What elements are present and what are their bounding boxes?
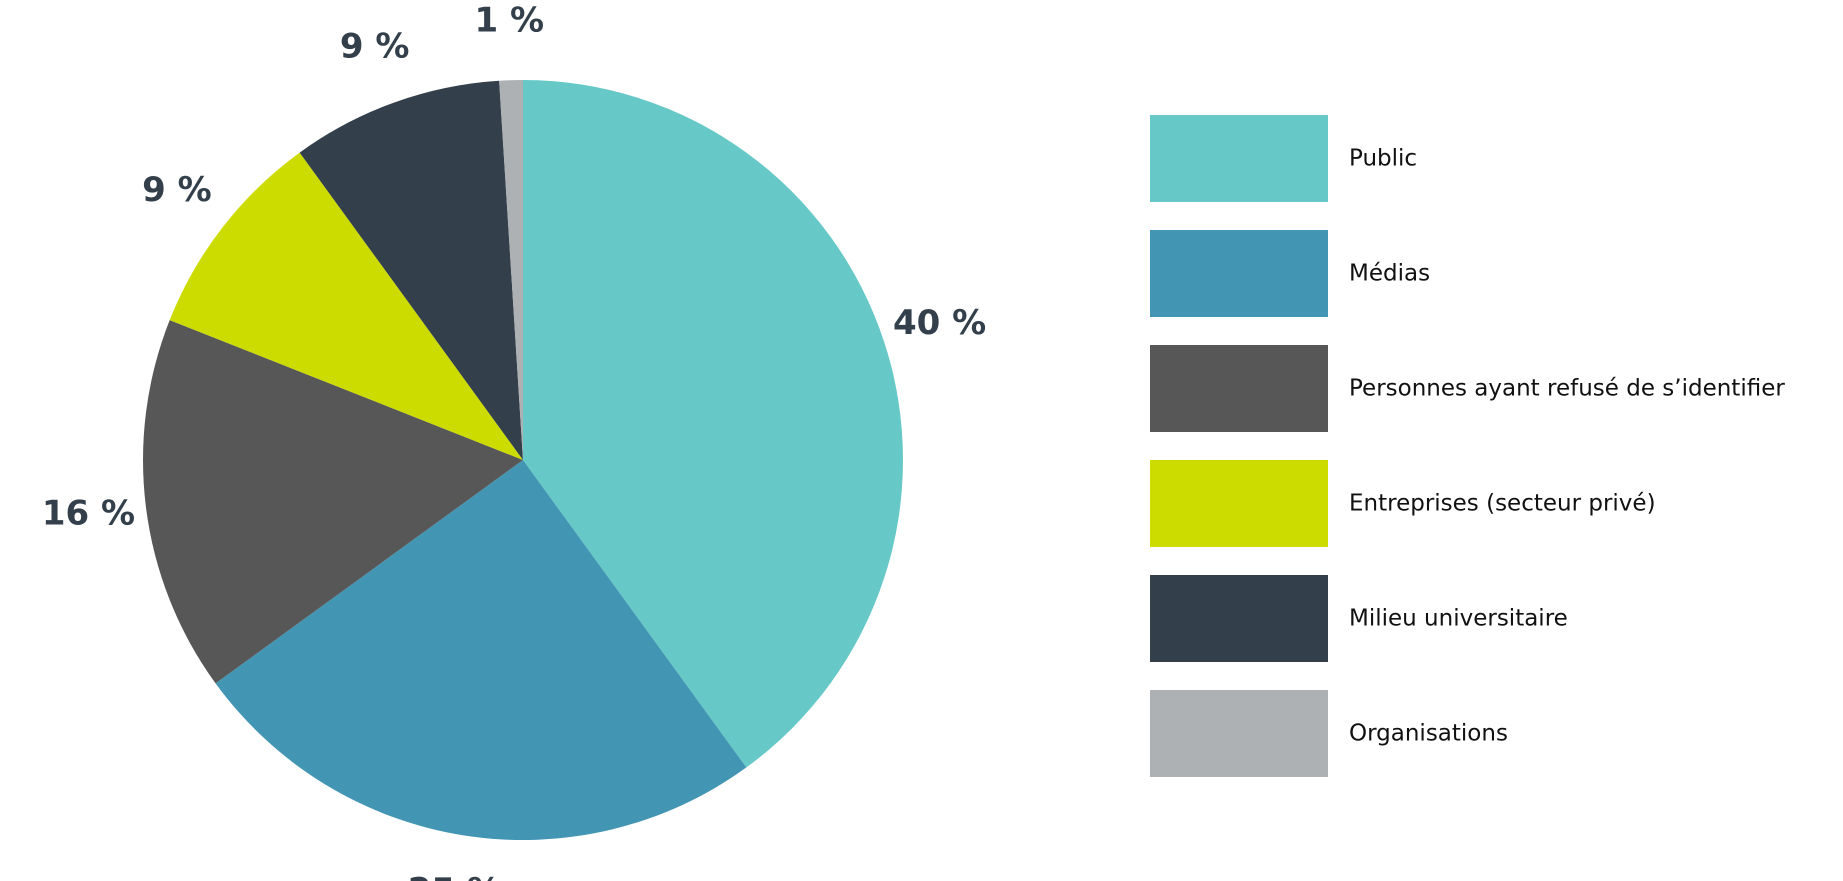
value-label: 9 % — [340, 26, 410, 66]
value-label: 40 % — [893, 303, 986, 343]
legend-label: Milieu universitaire — [1349, 606, 1568, 632]
pie-slice — [299, 80, 523, 460]
legend-label: Entreprises (secteur privé) — [1349, 491, 1656, 517]
pie-slice — [143, 320, 524, 684]
value-label: 25 % — [408, 871, 501, 881]
legend-label: Public — [1349, 146, 1417, 172]
legend-label: Personnes ayant refusé de s’identifier — [1349, 376, 1785, 402]
legend-swatch — [1150, 345, 1328, 432]
pie-slice — [169, 152, 523, 460]
legend-swatch — [1150, 575, 1328, 662]
value-label: 16 % — [42, 493, 135, 533]
pie-slice — [215, 460, 747, 841]
legend-label: Médias — [1349, 261, 1430, 287]
legend-label: Organisations — [1349, 721, 1508, 747]
legend-swatch — [1150, 115, 1328, 202]
legend-swatch — [1150, 460, 1328, 547]
value-label: 9 % — [142, 170, 212, 210]
legend-swatch — [1150, 690, 1328, 777]
pie-slice — [499, 80, 523, 460]
value-label: 1 % — [474, 1, 544, 41]
pie-slice — [523, 80, 904, 768]
legend-swatch — [1150, 230, 1328, 317]
